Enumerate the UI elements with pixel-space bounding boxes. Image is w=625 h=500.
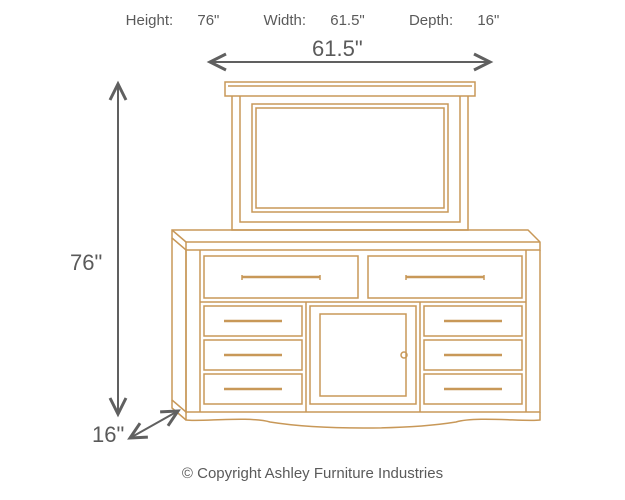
width-label: 61.5" xyxy=(312,36,363,62)
height-label: 76" xyxy=(70,250,102,276)
depth-label: 16" xyxy=(92,422,124,448)
copyright-text: © Copyright Ashley Furniture Industries xyxy=(0,465,625,482)
